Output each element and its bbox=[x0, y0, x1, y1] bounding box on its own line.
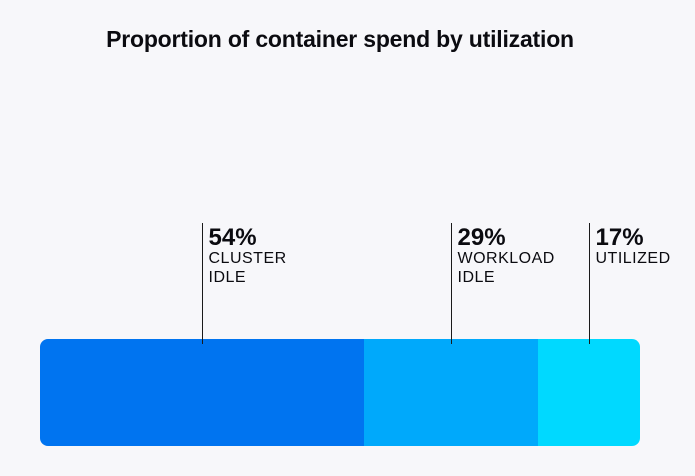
value-label-2: 29% bbox=[458, 224, 506, 251]
category-label-1-line-1: CLUSTER bbox=[209, 250, 287, 267]
value-label-3: 17% bbox=[596, 224, 644, 251]
category-label-3-line-1: UTILIZED bbox=[596, 250, 671, 267]
bar-segment-2 bbox=[364, 339, 539, 446]
category-label-1-line-2: IDLE bbox=[209, 269, 247, 286]
bar-segments bbox=[40, 339, 640, 446]
category-label-2-line-2: IDLE bbox=[458, 269, 496, 286]
chart-title: Proportion of container spend by utiliza… bbox=[106, 26, 574, 52]
bar-segment-1 bbox=[40, 339, 365, 446]
category-label-2-line-1: WORKLOAD bbox=[458, 250, 555, 267]
bar-segment-3 bbox=[538, 339, 640, 446]
value-label-1: 54% bbox=[209, 224, 257, 251]
